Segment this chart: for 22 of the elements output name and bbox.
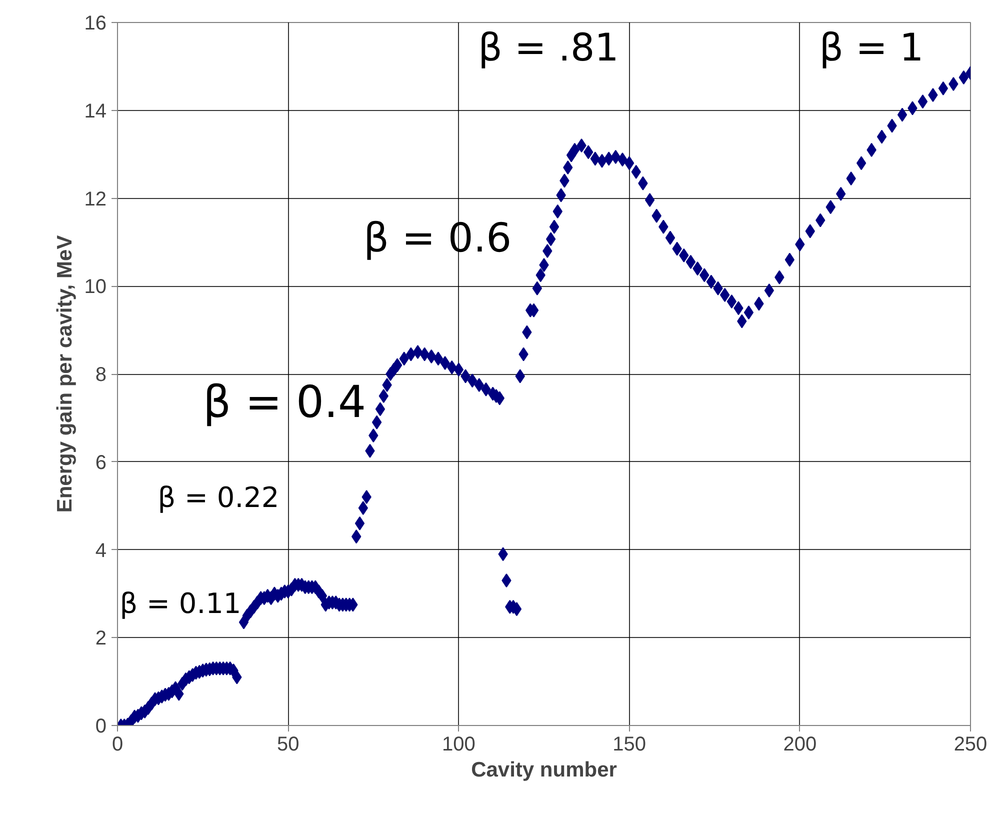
y-tick-label: 10 [84, 276, 107, 298]
y-axis-title: Energy gain per cavity, MeV [53, 235, 76, 513]
y-tick-label: 6 [95, 452, 106, 474]
x-tick-label: 200 [783, 734, 817, 756]
annotation: β = .81 [478, 26, 619, 70]
y-tick-label: 4 [95, 540, 106, 562]
y-tick-label: 8 [95, 364, 106, 386]
x-tick-label: 250 [954, 734, 988, 756]
x-tick-label: 0 [112, 734, 124, 756]
annotation: β = 1 [819, 26, 924, 70]
x-tick-label: 100 [442, 734, 476, 756]
x-tick-label: 150 [612, 734, 646, 756]
annotation: β = 0.11 [120, 587, 242, 620]
y-tick-label: 14 [84, 100, 107, 122]
y-tick-label: 2 [95, 628, 106, 650]
x-tick-label: 50 [276, 734, 300, 756]
y-tick-label: 12 [84, 188, 107, 210]
y-tick-label: 0 [95, 716, 106, 738]
annotation: β = 0.4 [203, 377, 366, 428]
annotation: β = 0.22 [158, 481, 280, 514]
y-tick-label: 16 [84, 12, 107, 34]
x-axis-title: Cavity number [471, 758, 617, 782]
